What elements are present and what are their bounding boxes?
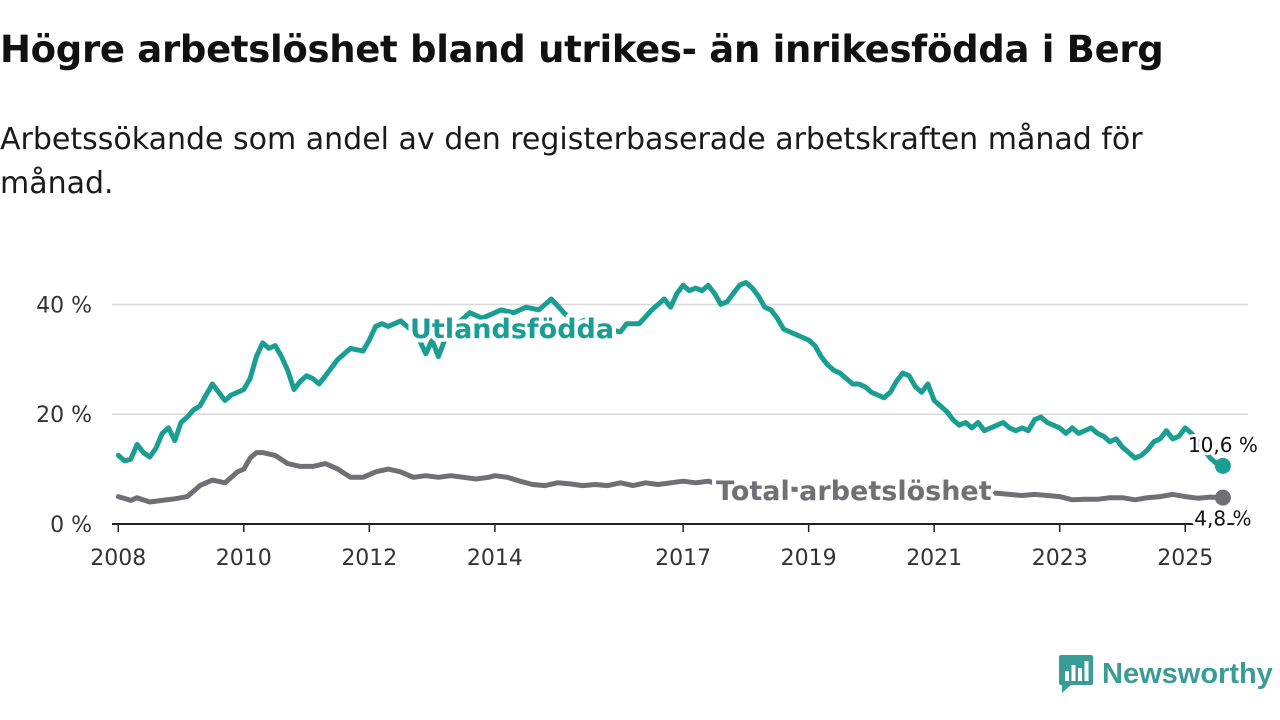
x-tick-label: 2014 [467,546,523,571]
y-tick-label: 40 % [36,293,92,318]
series-labels: Utlandsfödda Total arbetslöshet 10,6 % 4,8 … [406,310,1261,534]
chart-title: Högre arbetslöshet bland utrikes- än inr… [0,28,1164,71]
end-label-utlandsfodda: 10,6 % [1188,433,1258,457]
end-label-total: 4,8 % [1194,507,1251,531]
y-axis-ticks: 0 % 20 % 40 % [36,293,92,538]
newsworthy-logo: Newsworthy [1058,654,1273,694]
x-tick-label: 2008 [90,546,146,571]
series-label-utlandsfodda: Utlandsfödda [410,314,614,345]
end-point-total [1214,489,1231,506]
newsworthy-logo-icon [1059,655,1093,693]
x-tick-label: 2023 [1032,546,1088,571]
x-tick-label: 2025 [1157,546,1213,571]
x-tick-label: 2012 [341,546,397,571]
grid-lines [112,303,1248,415]
end-point-utlandsfodda [1214,457,1231,474]
x-tick-label: 2017 [655,546,711,571]
newsworthy-logo-text: Newsworthy [1102,657,1273,690]
series-label-total: Total arbetslöshet [716,476,992,507]
series-group [115,280,1231,506]
x-tick-label: 2021 [906,546,962,571]
chart-subtitle: Arbetssökande som andel av den registerb… [0,122,1143,201]
series-line-total [115,450,1226,505]
x-tick-label: 2010 [216,546,272,571]
x-tick-label: 2019 [781,546,837,571]
series-line-utlandsfodda [115,280,1226,469]
y-tick-label: 0 % [50,513,92,538]
y-tick-label: 20 % [36,403,92,428]
x-axis-ticks: 2008 2010 2012 2014 2017 2019 2021 2023 2025 [90,524,1213,571]
